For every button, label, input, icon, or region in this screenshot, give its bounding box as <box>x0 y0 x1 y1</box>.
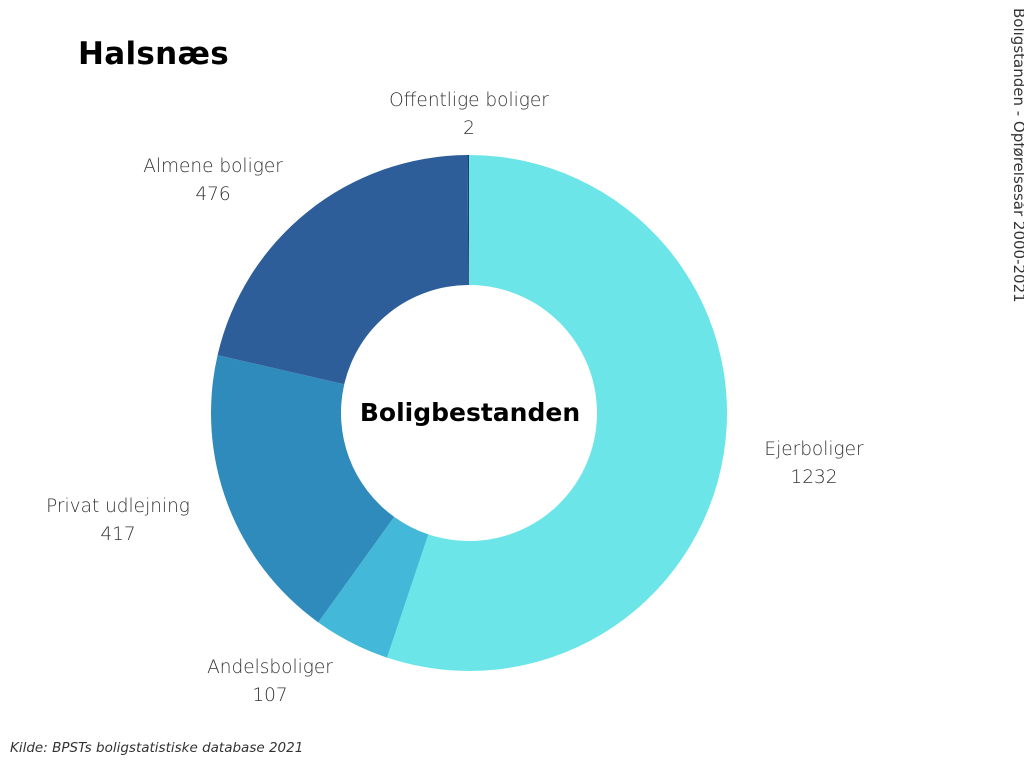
label-group: Ejerboliger 1232 Andelsboliger 107 Privat ud… <box>46 90 864 706</box>
slice-label-name: Andelsboliger <box>207 657 333 678</box>
slice-group <box>211 155 727 671</box>
chart-title: Halsnæs <box>78 36 230 72</box>
slice-ejerboliger <box>386 155 727 671</box>
slice-label-value: 417 <box>100 524 135 545</box>
slice-privat-udlejning <box>211 355 395 623</box>
slice-label-value: 1232 <box>790 467 837 488</box>
slice-label-value: 2 <box>463 118 475 139</box>
slice-label-name: Almene boliger <box>143 156 283 177</box>
slice-offentlige-boliger <box>467 155 469 286</box>
slice-label-name: Ejerboliger <box>764 439 864 460</box>
slice-label-value: 107 <box>252 685 287 706</box>
side-caption: Boligstanden - Opførelsesår 2000-2021 <box>1010 8 1024 303</box>
source-note: Kilde: BPSTs boligstatistiske database 2… <box>10 740 304 756</box>
center-label: Boligbestanden <box>360 398 580 427</box>
slice-andelsboliger <box>318 516 429 658</box>
slice-label-name: Privat udlejning <box>46 496 190 517</box>
slice-label-value: 476 <box>195 184 230 205</box>
slice-label-name: Offentlige boliger <box>389 90 549 111</box>
slice-almene-boliger <box>217 155 469 385</box>
